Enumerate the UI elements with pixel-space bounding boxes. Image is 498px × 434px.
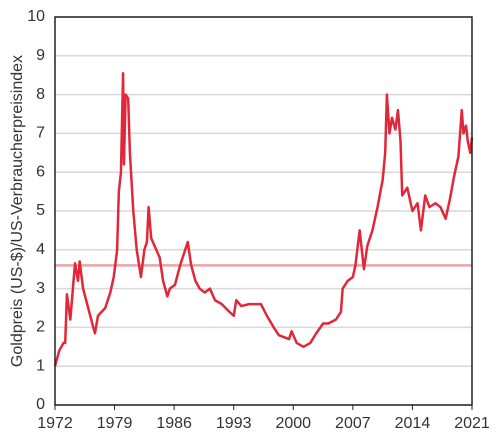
- y-tick-label: 4: [36, 241, 45, 258]
- plot-frame: [54, 16, 473, 406]
- x-tick-label: 1986: [156, 415, 192, 432]
- y-tick-label: 9: [36, 47, 45, 64]
- y-tick-label: 6: [36, 163, 45, 180]
- x-tick-label: 2014: [395, 415, 431, 432]
- y-tick-label: 2: [36, 319, 45, 336]
- y-tick-label: 7: [36, 125, 45, 142]
- x-tick-label: 2000: [275, 415, 311, 432]
- y-tick-label: 5: [36, 202, 45, 219]
- data-line: [53, 72, 474, 367]
- y-axis-label: Goldpreis (US-$)/US-Verbraucherpreisinde…: [9, 55, 26, 367]
- y-tick-label: 8: [36, 86, 45, 103]
- x-tick-label: 1993: [216, 415, 252, 432]
- x-tick-label: 2007: [335, 415, 371, 432]
- y-tick-label: 1: [36, 357, 45, 374]
- y-tick-label: 10: [27, 8, 45, 25]
- y-tick-label: 3: [36, 280, 45, 297]
- x-tick-label: 1979: [97, 415, 133, 432]
- y-tick-label: 0: [36, 396, 45, 413]
- x-tick-label: 1972: [37, 415, 73, 432]
- x-tick-label: 2021: [454, 415, 490, 432]
